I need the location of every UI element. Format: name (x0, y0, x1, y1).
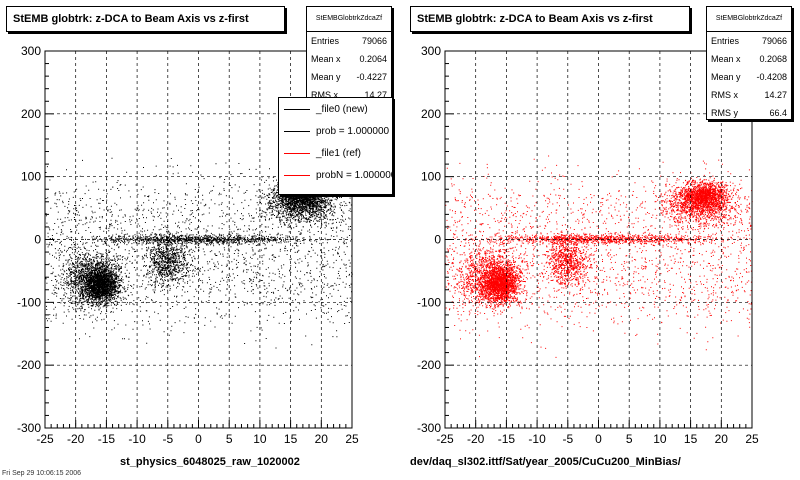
x-tick-label: 20 (715, 432, 729, 446)
legend-label: _file0 (new) (316, 103, 368, 115)
y-tick-label: -100 (17, 295, 41, 309)
stats-value: 79066 (361, 36, 387, 46)
stats-label: Mean x (711, 54, 741, 64)
legend-label: _file1 (ref) (316, 147, 362, 159)
left-stats-row: RMS x 14.27 (307, 86, 391, 104)
legend-entry: _file0 (new) (279, 98, 392, 120)
right-scatter-plot: -25 -20 -15 -10 -5 0 5 10 15 20 25 -300 -200 -100 0 100… (417, 44, 759, 446)
x-tick-label: 20 (315, 432, 329, 446)
left-x-axis-title: st_physics_6048025_raw_1020002 (120, 456, 300, 468)
y-tick-label: -300 (417, 421, 441, 435)
left-stats-row: Mean y -0.4227 (307, 68, 391, 86)
right-stats-row: RMS x 14.27 (707, 86, 791, 104)
stats-label: Mean y (711, 72, 741, 82)
right-stats-row: Entries 79066 (707, 32, 791, 50)
left-stats-row: Mean x 0.2064 (307, 50, 391, 68)
stats-value: 0.2068 (759, 54, 787, 64)
legend-line-red (284, 174, 310, 176)
y-tick-label: 100 (21, 170, 41, 184)
x-tick-label: -10 (528, 432, 546, 446)
legend-line-black (284, 108, 310, 110)
left-stats-row: Entries 79066 (307, 32, 391, 50)
stats-value: 14.27 (764, 90, 787, 100)
x-tick-label: -5 (162, 432, 173, 446)
right-stats-row: Mean x 0.2068 (707, 50, 791, 68)
right-stats-box: StEMBGlobtrkZdcaZf Entries 79066 Mean x … (706, 6, 792, 120)
x-tick-label: 25 (745, 432, 759, 446)
legend-line-red (284, 152, 310, 154)
y-tick-label: 100 (421, 170, 441, 184)
x-tick-label: -25 (36, 432, 54, 446)
right-stats-name: StEMBGlobtrkZdcaZf (707, 7, 791, 32)
legend-entry: probN = 1.000000 (279, 164, 392, 186)
y-tick-label: 200 (21, 107, 41, 121)
stats-label: Mean x (311, 54, 341, 64)
y-tick-label: -100 (417, 295, 441, 309)
stats-value: 0.2064 (359, 54, 387, 64)
left-plot-title-text: StEMB globtrk: z-DCA to Beam Axis vs z-f… (13, 13, 249, 25)
stats-value: -0.4227 (356, 72, 387, 82)
legend-entry: prob = 1.000000 (279, 120, 392, 142)
x-tick-label: 5 (226, 432, 233, 446)
y-tick-label: -200 (17, 358, 41, 372)
x-tick-label: -10 (128, 432, 146, 446)
right-plot-title-text: StEMB globtrk: z-DCA to Beam Axis vs z-f… (417, 13, 653, 25)
stats-label: Entries (711, 36, 740, 46)
x-tick-label: 15 (684, 432, 698, 446)
left-stats-box: StEMBGlobtrkZdcaZf Entries 79066 Mean x … (306, 6, 392, 100)
x-tick-label: 25 (345, 432, 359, 446)
footer-timestamp: Fri Sep 29 10:06:15 2006 (2, 470, 82, 477)
legend-label: probN = 1.000000 (316, 169, 393, 181)
y-tick-label: 0 (434, 233, 441, 247)
x-tick-label: 0 (595, 432, 602, 446)
x-tick-label: 10 (653, 432, 667, 446)
y-tick-label: 300 (21, 44, 41, 58)
right-stats-row: Mean y -0.4208 (707, 68, 791, 86)
stats-label: RMS y (711, 108, 738, 118)
y-tick-label: 300 (421, 44, 441, 58)
stats-label: RMS x (711, 90, 738, 100)
legend-entry: _file1 (ref) (279, 142, 392, 164)
stats-value: 66.4 (769, 108, 787, 118)
right-plot-title: StEMB globtrk: z-DCA to Beam Axis vs z-f… (410, 6, 690, 32)
y-tick-label: -300 (17, 421, 41, 435)
x-tick-label: 0 (195, 432, 202, 446)
left-scatter-plot: -25 -20 -15 -10 -5 0 5 10 15 20 25 -300 -200 -100 0 100… (17, 44, 359, 446)
left-stats-name: StEMBGlobtrkZdcaZf (307, 7, 391, 32)
y-tick-label: 0 (34, 233, 41, 247)
scatter-points (445, 155, 753, 358)
x-tick-label: 5 (626, 432, 633, 446)
left-plot-title: StEMB globtrk: z-DCA to Beam Axis vs z-f… (6, 6, 285, 32)
legend-line-black (284, 130, 310, 132)
x-tick-label: 15 (284, 432, 298, 446)
stats-label: Mean y (311, 72, 341, 82)
x-tick-label: -15 (98, 432, 116, 446)
legend-label: prob = 1.000000 (316, 125, 390, 137)
stats-value: 79066 (761, 36, 787, 46)
stats-value: 14.27 (364, 90, 387, 100)
x-tick-label: -25 (436, 432, 454, 446)
right-x-axis-title: dev/daq_sl302.ittf/Sat/year_2005/CuCu200… (410, 456, 681, 468)
x-tick-label: -15 (498, 432, 516, 446)
x-tick-label: 10 (253, 432, 267, 446)
stats-label: Entries (311, 36, 340, 46)
y-tick-label: 200 (421, 107, 441, 121)
x-tick-label: -20 (467, 432, 485, 446)
stats-label: RMS x (311, 90, 338, 100)
x-tick-label: -20 (67, 432, 85, 446)
left-legend: _file0 (new) prob = 1.000000 _file1 (ref… (278, 97, 393, 195)
x-tick-label: -5 (562, 432, 573, 446)
right-stats-row: RMS y 66.4 (707, 104, 791, 122)
y-tick-label: -200 (417, 358, 441, 372)
stats-value: -0.4208 (756, 72, 787, 82)
